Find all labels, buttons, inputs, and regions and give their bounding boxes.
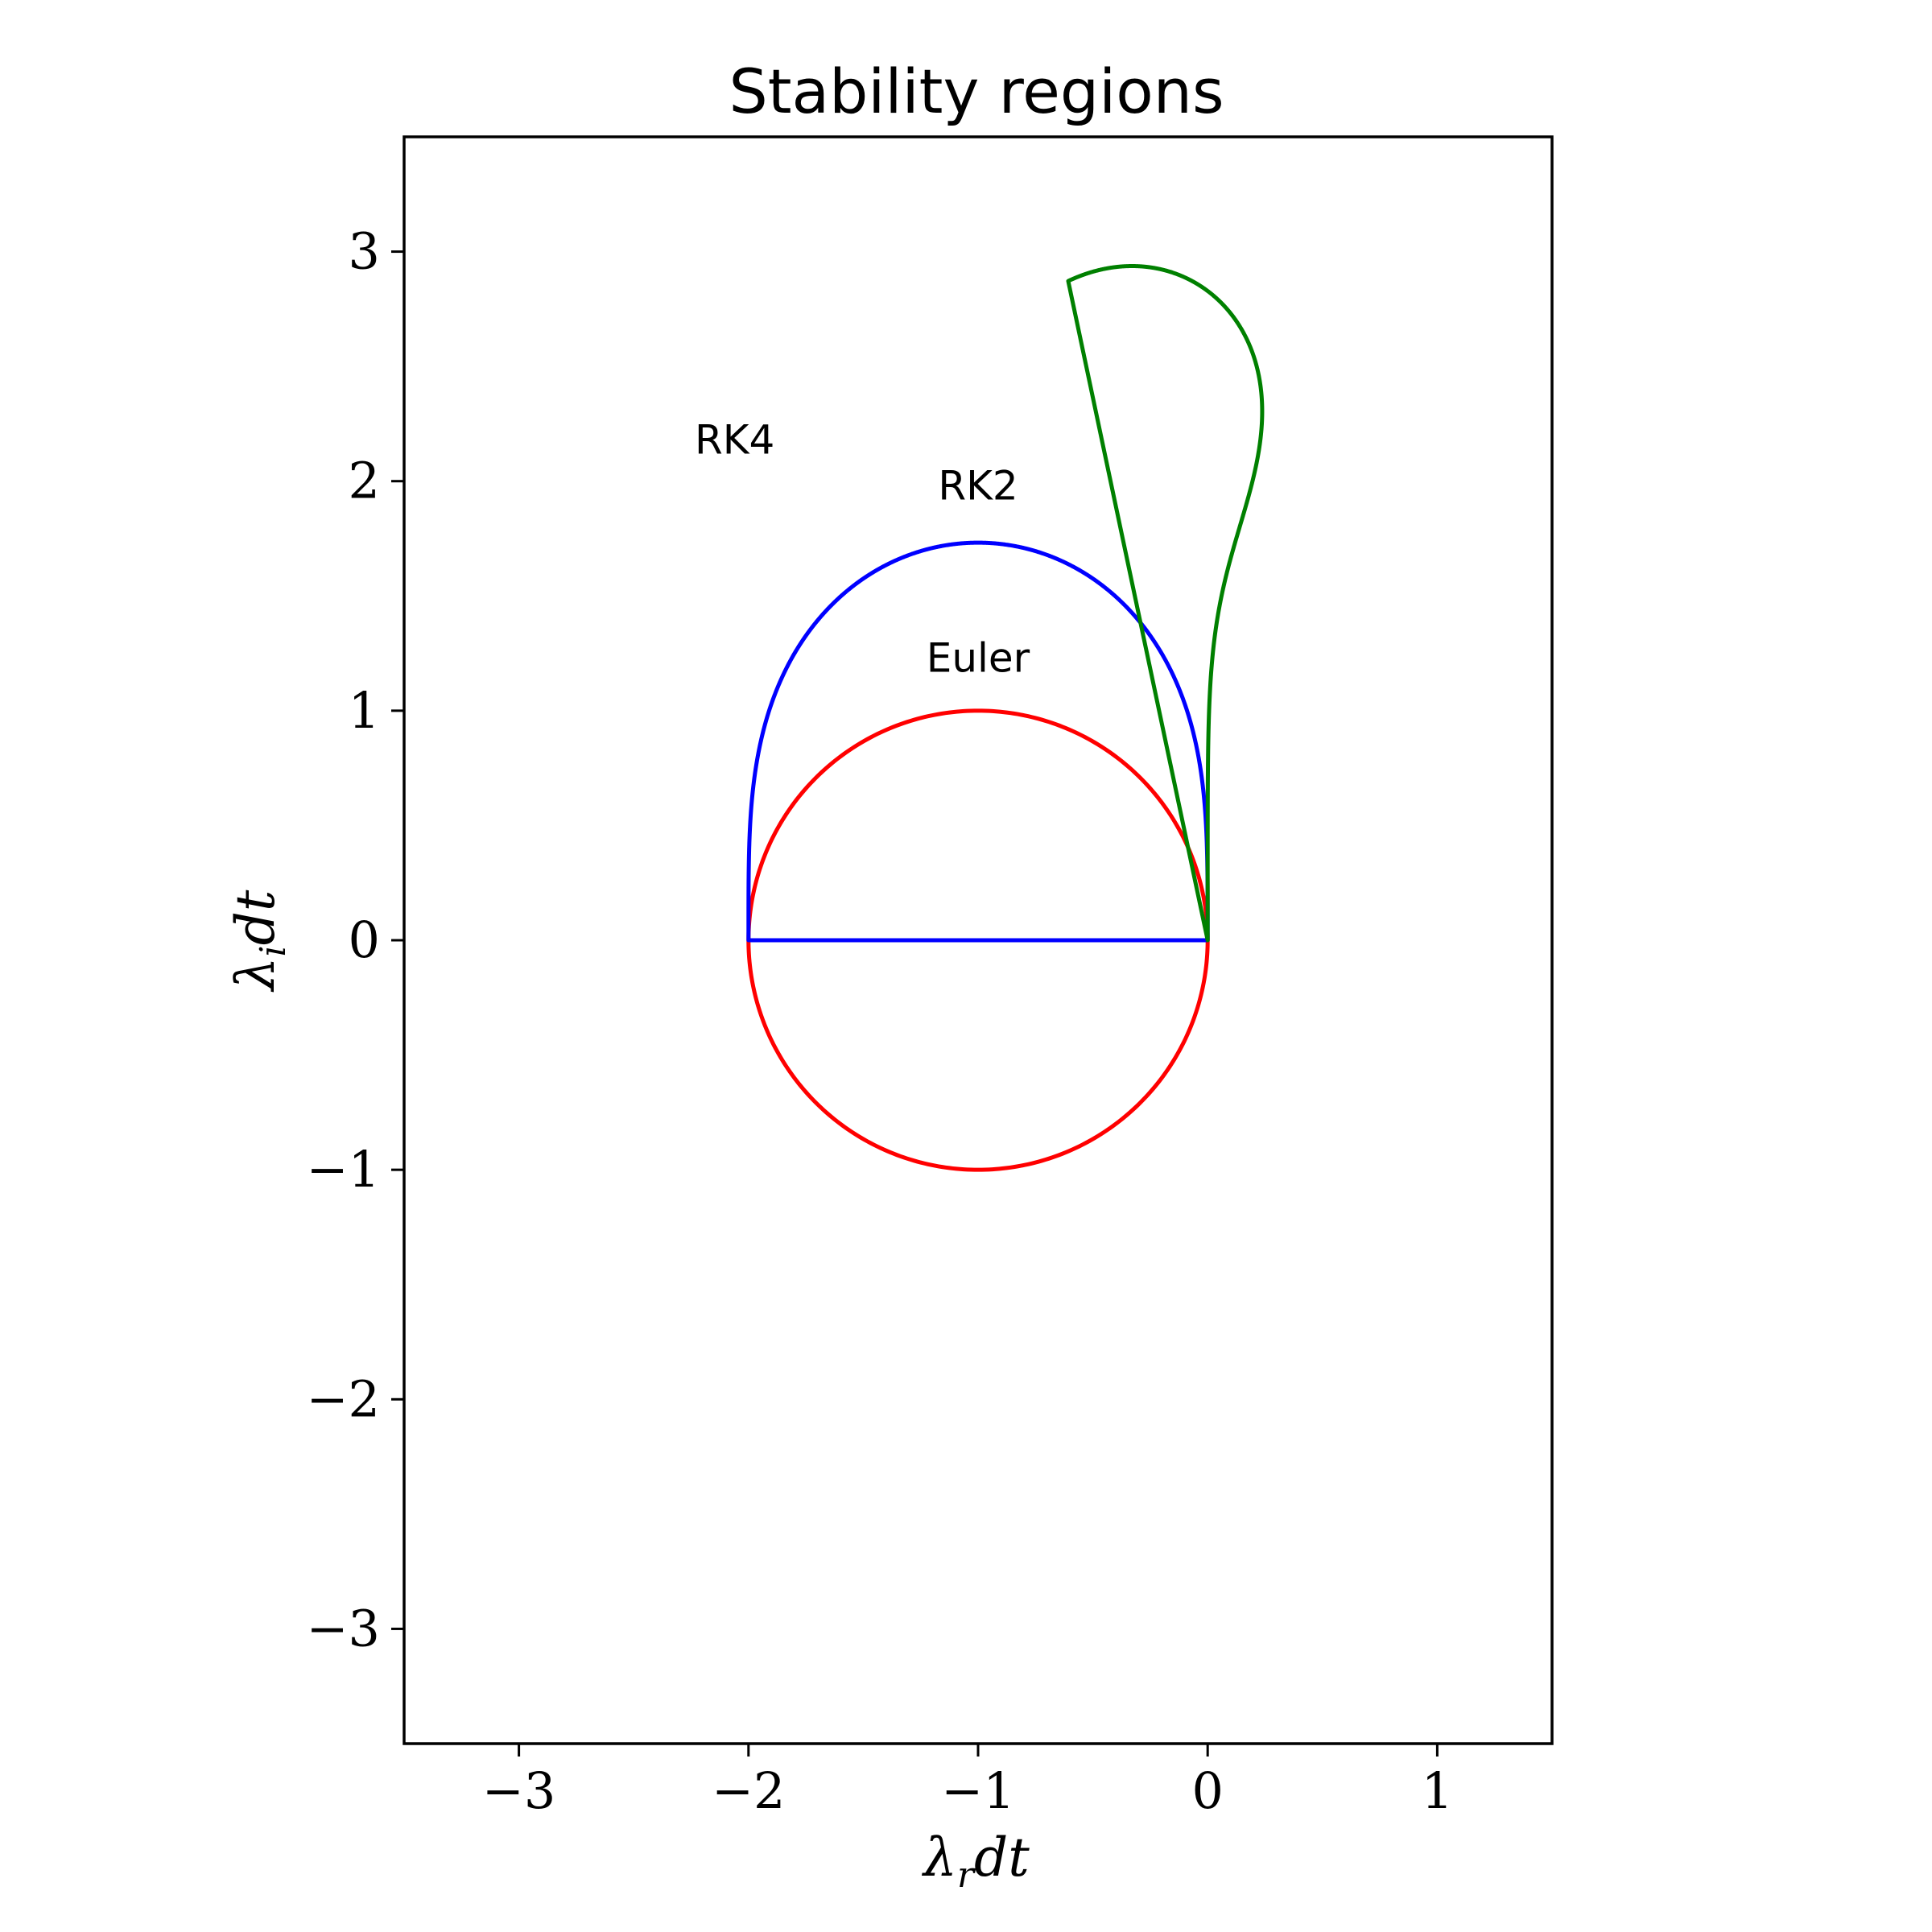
label-rk2: RK2 xyxy=(938,463,1018,510)
y-tick-label: −1 xyxy=(307,1140,380,1199)
y-tick-label: 3 xyxy=(349,222,380,281)
curve-labels: Euler RK2 RK4 xyxy=(695,416,1030,681)
series-rk4-curve xyxy=(1066,264,1265,943)
y-tick-label: 2 xyxy=(349,452,380,510)
y-axis-label: λidt xyxy=(225,890,294,993)
y-tick-label: −2 xyxy=(307,1369,380,1428)
y-tick-label: −3 xyxy=(307,1599,380,1657)
x-tick-label: −3 xyxy=(482,1761,555,1820)
y-tick-label: 1 xyxy=(349,681,380,740)
x-tick-label: 0 xyxy=(1191,1761,1223,1820)
plot-area xyxy=(746,264,1265,1172)
x-tick-label: −2 xyxy=(712,1761,785,1820)
label-euler: Euler xyxy=(927,634,1030,681)
x-tick-label: 1 xyxy=(1422,1761,1453,1820)
x-axis-label: λrdt xyxy=(921,1827,1030,1896)
x-tick-label: −1 xyxy=(941,1761,1014,1820)
chart-title: Stability regions xyxy=(729,56,1224,127)
series-rk2-curve xyxy=(746,540,1210,943)
y-tick-label: 0 xyxy=(349,910,380,969)
label-rk4: RK4 xyxy=(695,416,774,463)
x-axis: −3 −2 −1 0 1 xyxy=(482,1744,1453,1820)
y-axis: −3 −2 −1 0 1 2 3 xyxy=(307,222,404,1657)
